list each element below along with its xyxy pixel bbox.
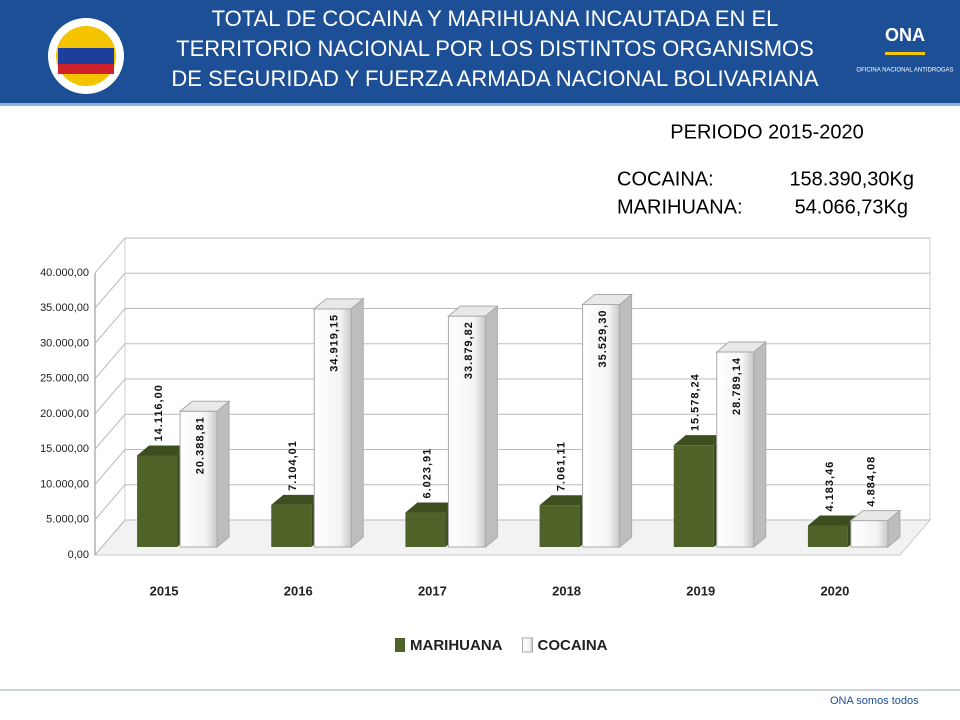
total-label: COCAINA:: [617, 168, 714, 190]
left-logo: [48, 18, 124, 94]
bar-front: [313, 308, 352, 548]
total-value: 158.390,30Kg: [789, 168, 914, 190]
data-label: 4.884,08: [865, 456, 877, 507]
y-tick-label: 0,00: [68, 549, 89, 561]
bar-side: [753, 340, 767, 549]
bar-side: [619, 293, 633, 549]
bar-top: [312, 298, 365, 310]
grid-line: [94, 237, 930, 274]
y-tick-label: 35.000,00: [40, 302, 89, 314]
total-value: 54.066,73Kg: [795, 196, 908, 218]
bar-top: [715, 341, 768, 353]
data-label: 35.529,30: [597, 310, 609, 368]
data-label: 20.388,81: [194, 416, 206, 474]
bar-side: [216, 400, 230, 549]
bar-top: [178, 400, 231, 412]
bar-front: [582, 304, 621, 548]
bar-top: [849, 510, 902, 522]
data-label: 7.061,11: [555, 441, 567, 491]
grid-line: [94, 449, 930, 485]
period: PERIODO 2015-2020: [670, 121, 863, 143]
y-tick-label: 30.000,00: [40, 337, 89, 349]
grid-line: [94, 308, 930, 344]
bar-front: [137, 455, 178, 547]
bar-top: [539, 495, 592, 506]
x-tick-label: 2017: [418, 583, 447, 598]
bar: [178, 400, 231, 549]
right-logo: ONA OFICINA NACIONAL ANTIDROGAS: [856, 14, 954, 94]
legend-swatch: [522, 637, 533, 653]
bar-front: [539, 505, 580, 547]
bar-front: [716, 351, 755, 548]
bar-top: [581, 294, 633, 306]
header-band: [0, 0, 960, 105]
title-line: TOTAL DE COCAINA Y MARIHUANA INCAUTADA E…: [212, 6, 779, 31]
bar-side: [350, 297, 364, 549]
title-line: TERRITORIO NACIONAL POR LOS DISTINTOS OR…: [176, 36, 814, 61]
logo-subtext: OFICINA NACIONAL ANTIDROGAS: [856, 68, 953, 74]
grid-line: [94, 413, 930, 450]
x-tick-label: 2019: [686, 583, 715, 598]
data-label: 6.023,91: [421, 448, 433, 499]
y-tick-label: 10.000,00: [40, 478, 89, 490]
bar-front: [673, 445, 714, 547]
data-label: 34.919,15: [329, 314, 341, 372]
y-tick-label: 25.000,00: [40, 373, 89, 385]
bar: [715, 340, 768, 549]
y-tick-label: 5.000,00: [46, 514, 89, 526]
bar-top: [447, 305, 499, 317]
legend-swatch: [395, 638, 405, 652]
grid-line: [94, 519, 930, 556]
header-rule: [0, 103, 960, 106]
bar-top: [405, 502, 458, 513]
bar: [447, 305, 499, 549]
grid-line: [94, 343, 930, 380]
data-label: 14.116,00: [153, 384, 165, 441]
bar-front: [405, 512, 446, 547]
total-label: MARIHUANA:: [617, 196, 743, 218]
x-tick-label: 2020: [820, 583, 849, 598]
data-label: 7.104,01: [287, 440, 299, 491]
bar-front: [807, 525, 848, 547]
legend-label: COCAINA: [538, 637, 608, 654]
data-label: 33.879,82: [463, 321, 475, 379]
y-tick-label: 20.000,00: [40, 408, 89, 420]
bar-top: [271, 494, 324, 505]
x-tick-label: 2016: [284, 583, 313, 598]
bar-top: [807, 515, 860, 526]
x-tick-label: 2015: [150, 583, 179, 598]
legend-label: MARIHUANA: [410, 637, 503, 654]
grid-line: [94, 378, 930, 415]
y-tick-label: 40.000,00: [40, 267, 89, 279]
data-label: 28.789,14: [731, 357, 743, 415]
x-tick-label: 2018: [552, 583, 581, 598]
bar-front: [447, 315, 486, 548]
bar-front: [850, 520, 889, 548]
logo-text: ONA: [885, 25, 925, 45]
grid-line: [94, 484, 930, 521]
bar: [849, 509, 902, 549]
y-tick-label: 15.000,00: [40, 443, 89, 455]
grid-line: [94, 272, 930, 309]
bar-front: [179, 410, 218, 548]
bar-top: [137, 445, 190, 456]
bar: [581, 293, 633, 549]
data-label: 4.183,46: [824, 461, 836, 512]
data-label: 15.578,24: [690, 373, 702, 431]
bar-top: [673, 435, 726, 446]
bar-front: [271, 504, 312, 547]
title-line: DE SEGURIDAD Y FUERZA ARMADA NACIONAL BO…: [171, 66, 818, 91]
bar-side: [484, 305, 498, 549]
bar: [312, 297, 365, 549]
footer: ONA somos todos: [830, 695, 919, 707]
